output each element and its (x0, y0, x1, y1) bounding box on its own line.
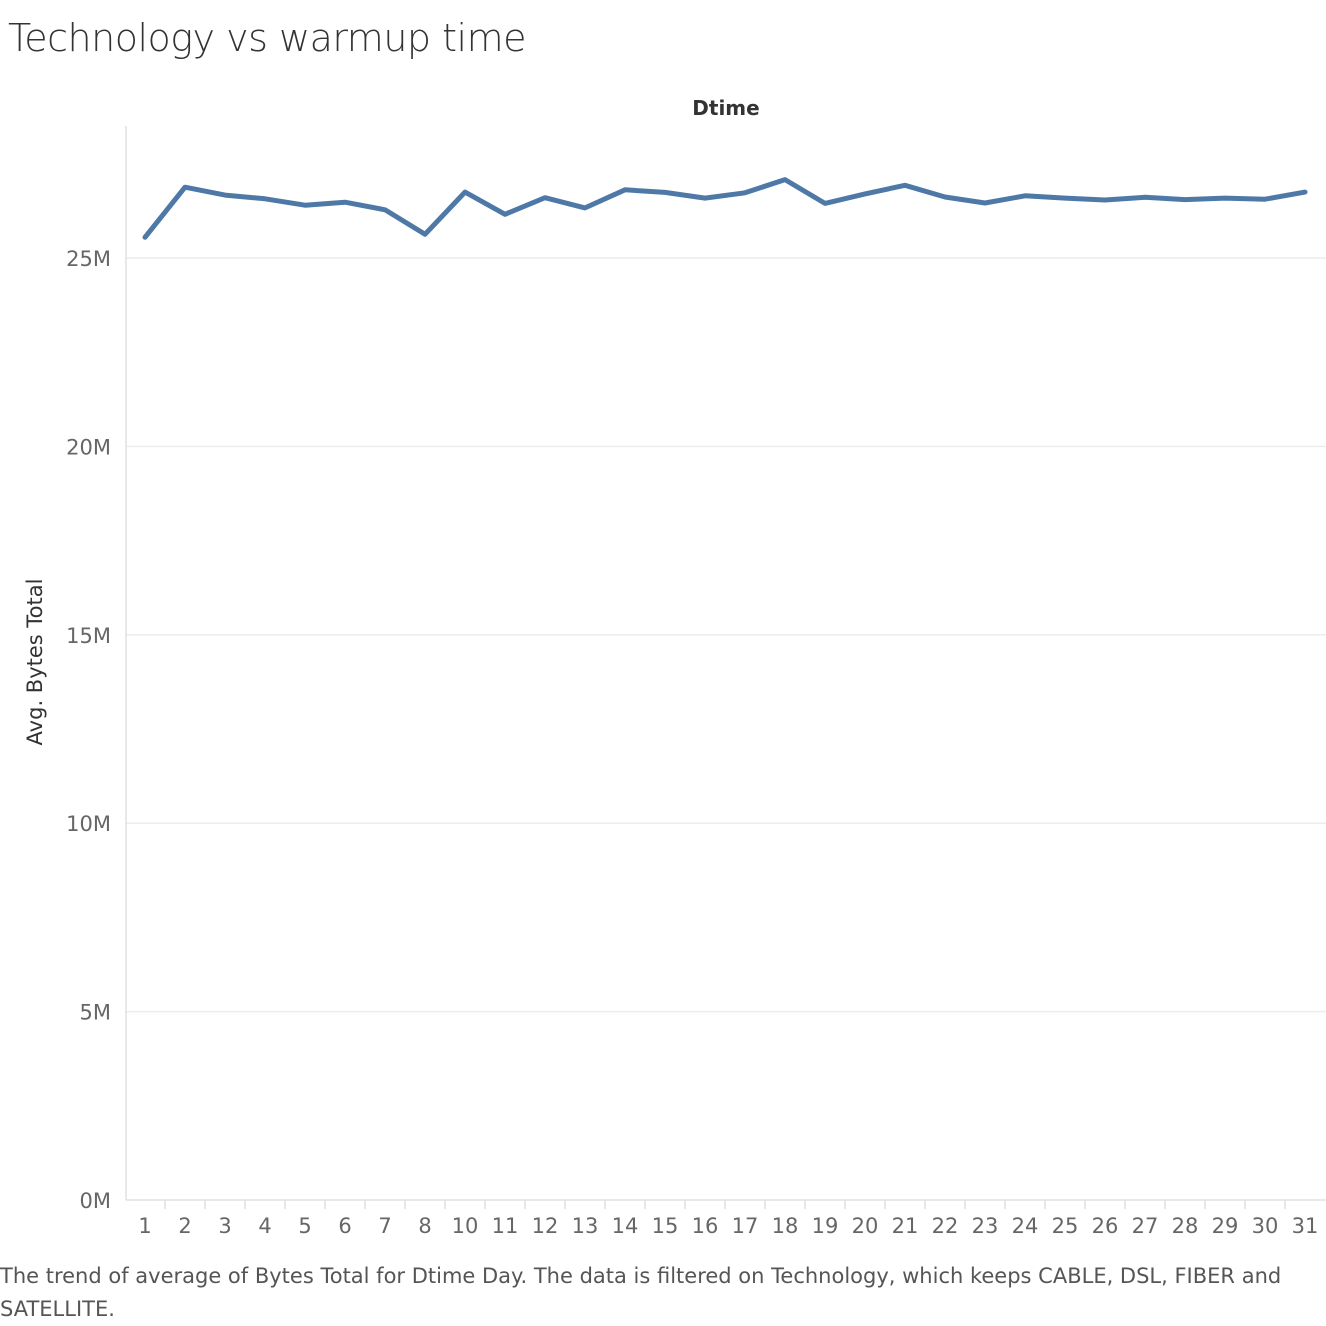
x-tick-label: 14 (612, 1214, 639, 1238)
x-tick-label: 6 (338, 1214, 351, 1238)
x-tick-label: 25 (1052, 1214, 1079, 1238)
series (142, 177, 1308, 240)
y-tick-label: 25M (66, 247, 111, 271)
x-axis-ticks: 1 2 3 4 5 6 7 8 10 11 12 13 14 15 16 17 18 19 20 21 22 23 24 25… (138, 1200, 1318, 1238)
x-tick-label: 15 (652, 1214, 679, 1238)
x-tick-label: 19 (812, 1214, 839, 1238)
x-tick-label: 16 (692, 1214, 719, 1238)
x-tick-label: 30 (1252, 1214, 1279, 1238)
y-tick-label: 20M (66, 435, 111, 459)
x-tick-label: 21 (892, 1214, 919, 1238)
x-tick-label: 13 (572, 1214, 599, 1238)
x-tick-label: 27 (1132, 1214, 1159, 1238)
x-tick-label: 20 (852, 1214, 879, 1238)
x-tick-label: 24 (1012, 1214, 1039, 1238)
x-tick-label: 5 (298, 1214, 311, 1238)
x-tick-label: 11 (492, 1214, 519, 1238)
x-tick-label: 29 (1212, 1214, 1239, 1238)
x-tick-label: 2 (178, 1214, 191, 1238)
x-tick-label: 7 (378, 1214, 391, 1238)
y-tick-label: 0M (80, 1189, 111, 1213)
series-line (142, 177, 1308, 240)
y-tick-label: 10M (66, 812, 111, 836)
x-tick-label: 22 (932, 1214, 959, 1238)
y-tick-label: 15M (66, 624, 111, 648)
line-chart: Dtime Avg. Bytes Total 0M5M10M15M20M25M … (23, 96, 1326, 1238)
y-axis-ticks: 0M 5M 10M 15M 20M 25M (66, 247, 111, 1213)
x-tick-label: 23 (972, 1214, 999, 1238)
x-tick-label: 12 (532, 1214, 559, 1238)
x-tick-label: 18 (772, 1214, 799, 1238)
y-tick-label: 5M (80, 1001, 111, 1025)
x-tick-label: 4 (258, 1214, 271, 1238)
x-tick-label: 3 (218, 1214, 231, 1238)
x-axis-title: Dtime (692, 96, 759, 120)
axes (125, 126, 1326, 1201)
x-tick-label: 8 (418, 1214, 431, 1238)
x-tick-label: 31 (1292, 1214, 1319, 1238)
x-tick-label: 10 (452, 1214, 479, 1238)
gridlines (126, 257, 1326, 1013)
x-tick-label: 28 (1172, 1214, 1199, 1238)
chart-caption: The trend of average of Bytes Total for … (0, 1264, 1282, 1321)
chart-title: Technology vs warmup time (8, 16, 526, 60)
x-tick-label: 1 (138, 1214, 151, 1238)
x-tick-label: 26 (1092, 1214, 1119, 1238)
y-axis-title: Avg. Bytes Total (23, 579, 47, 746)
x-tick-label: 17 (732, 1214, 759, 1238)
